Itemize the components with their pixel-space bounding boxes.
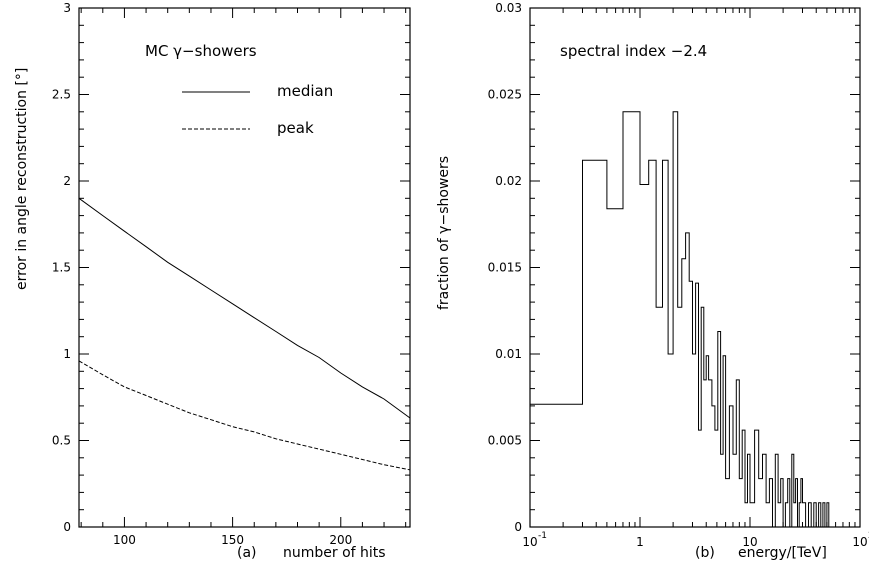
b-ytick-label: 0.02	[495, 174, 522, 188]
a-xtick-label: 200	[329, 533, 352, 547]
panel-a-ylabel: error in angle reconstruction [°]	[14, 68, 30, 290]
panel-a: 0 0.5 1 1.5 2 2.5 3 100 150 200 MC γ−showers medi…	[14, 1, 411, 561]
series-median	[78, 197, 411, 419]
b-ytick-label: 0	[514, 520, 522, 534]
a-ytick-label: 2	[63, 174, 71, 188]
panel-a-series	[78, 197, 411, 471]
b-ytick-label: 0.015	[488, 261, 522, 275]
a-xtick-label: 150	[221, 533, 244, 547]
b-ytick-label: 0.01	[495, 347, 522, 361]
a-ytick-label: 1.5	[52, 261, 71, 275]
b-xtick-label: 10	[742, 535, 757, 549]
panel-a-legend-title: MC γ−showers	[145, 42, 257, 60]
a-ytick-label: 1	[63, 347, 71, 361]
panel-b-series	[530, 111, 830, 528]
a-ytick-label: 3	[63, 1, 71, 15]
panel-b-label: (b)	[695, 545, 715, 561]
histogram-steps	[530, 111, 830, 528]
b-xtick-label: 10	[852, 535, 867, 549]
b-ytick-label: 0.005	[488, 434, 522, 448]
panel-b-ylabel: fraction of γ−showers	[436, 156, 452, 310]
a-ytick-label: 2.5	[52, 88, 71, 102]
a-ytick-label: 0	[63, 520, 71, 534]
panel-b-xlabel: energy/[TeV]	[738, 545, 827, 561]
legend-peak-label: peak	[277, 119, 314, 137]
panel-a-ticks: 0 0.5 1 1.5 2 2.5 3 100 150 200	[52, 1, 410, 547]
legend-median-label: median	[277, 82, 333, 100]
panel-a-label: (a)	[237, 545, 257, 561]
b-xtick-label: 1	[636, 535, 644, 549]
a-ytick-label: 0.5	[52, 434, 71, 448]
a-xtick-label: 100	[113, 533, 136, 547]
b-ytick-label: 0.03	[495, 1, 522, 15]
panel-a-frame	[78, 7, 411, 528]
series-peak	[78, 360, 411, 471]
b-xtick-exponent: -1	[538, 531, 547, 541]
panel-a-xlabel: number of hits	[283, 545, 386, 561]
b-ytick-label: 0.025	[488, 88, 522, 102]
panel-b-annotation: spectral index −2.4	[560, 42, 707, 60]
panel-b-frame	[529, 7, 861, 528]
b-xtick-label: 10	[522, 535, 537, 549]
